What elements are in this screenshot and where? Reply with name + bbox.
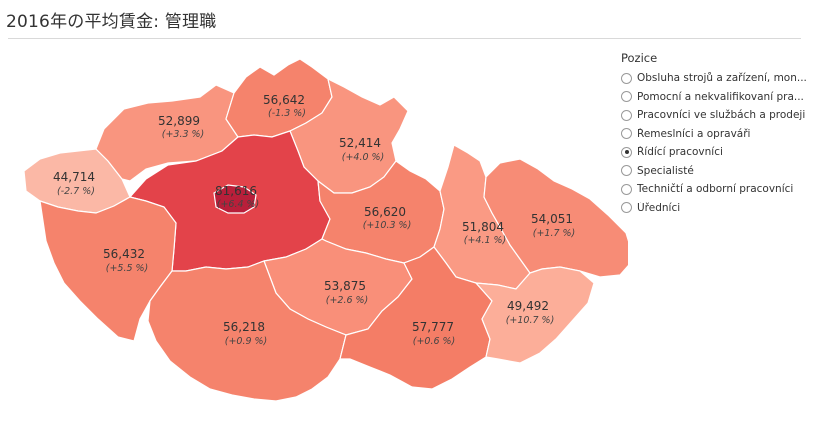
value-label-stredocesky: 81,616 [215,184,257,198]
value-label-zlinsky: 49,492 [507,299,549,313]
filter-option[interactable]: Pracovníci ve službách a prodeji [621,106,833,125]
value-label-ustecky: 52,899 [158,114,200,128]
change-label-vysocina: (+2.6 %) [326,295,369,306]
map-panel: 44,714 (-2.7 %) 52,899 (+3.3 %) 56,642 (… [8,38,801,422]
radio-icon[interactable] [621,165,632,177]
filter-option-label: Techničtí a odborní pracovníci [637,183,794,196]
value-label-liberecky: 56,642 [263,93,305,107]
change-label-stredocesky: (+6.4 %) [217,199,260,210]
radio-icon[interactable] [621,128,632,140]
filter-option[interactable]: Specialisté [621,162,833,181]
filter-option-label: Specialisté [637,164,694,177]
change-label-jihomoravsky: (+0.6 %) [413,336,456,347]
filter-option[interactable]: Obsluha strojů a zařízení, mon... [621,69,833,88]
radio-icon[interactable] [621,91,632,103]
value-label-olomoucky: 51,804 [462,220,504,234]
position-filter-legend: Pozice Obsluha strojů a zařízení, mon...… [621,51,833,217]
change-label-karlovarsky: (-2.7 %) [57,186,95,197]
value-label-jihocesky: 56,218 [223,320,265,334]
filter-option[interactable]: Řemeslníci a opraváři [621,125,833,144]
radio-icon[interactable] [621,109,632,121]
value-label-kralovehradecky: 52,414 [339,136,381,150]
value-label-pardubicky: 56,620 [364,205,406,219]
filter-option-label: Úředníci [637,201,681,214]
filter-option-label: Řídící pracovníci [637,146,723,159]
change-label-plzensky: (+5.5 %) [106,263,149,274]
change-label-liberecky: (-1.3 %) [268,108,306,119]
change-label-olomoucky: (+4.1 %) [464,235,507,246]
page-title: 2016年の平均賃金: 管理職 [6,12,217,32]
radio-icon[interactable] [621,146,632,158]
filter-option-label: Pracovníci ve službách a prodeji [637,109,806,122]
value-label-jihomoravsky: 57,777 [412,320,454,334]
legend-title: Pozice [621,51,658,65]
value-label-vysocina: 53,875 [324,279,366,293]
value-label-moravskoslezsky: 54,051 [531,212,573,226]
change-label-pardubicky: (+10.3 %) [363,220,412,231]
change-label-jihocesky: (+0.9 %) [225,336,268,347]
radio-icon[interactable] [621,72,632,84]
region-praha[interactable] [213,184,257,214]
change-label-zlinsky: (+10.7 %) [506,315,555,326]
filter-option[interactable]: Techničtí a odborní pracovníci [621,180,833,199]
filter-option-label: Řemeslníci a opraváři [637,127,751,140]
filter-option[interactable]: Pomocní a nekvalifikovaní pra... [621,88,833,107]
change-label-kralovehradecky: (+4.0 %) [342,152,385,163]
change-label-ustecky: (+3.3 %) [162,129,205,140]
filter-option-label: Obsluha strojů a zařízení, mon... [637,72,807,85]
value-label-karlovarsky: 44,714 [53,170,95,184]
filter-option-label: Pomocní a nekvalifikovaní pra... [637,90,804,103]
region-moravskoslezsky[interactable] [483,158,628,278]
region-zlinsky[interactable] [474,266,595,364]
czech-region-map[interactable]: 44,714 (-2.7 %) 52,899 (+3.3 %) 56,642 (… [8,39,628,422]
filter-option[interactable]: Řídící pracovníci [621,143,833,162]
value-label-plzensky: 56,432 [103,247,145,261]
radio-icon[interactable] [621,202,632,214]
change-label-moravskoslezsky: (+1.7 %) [533,228,576,239]
filter-option[interactable]: Úředníci [621,199,833,218]
radio-icon[interactable] [621,183,632,195]
